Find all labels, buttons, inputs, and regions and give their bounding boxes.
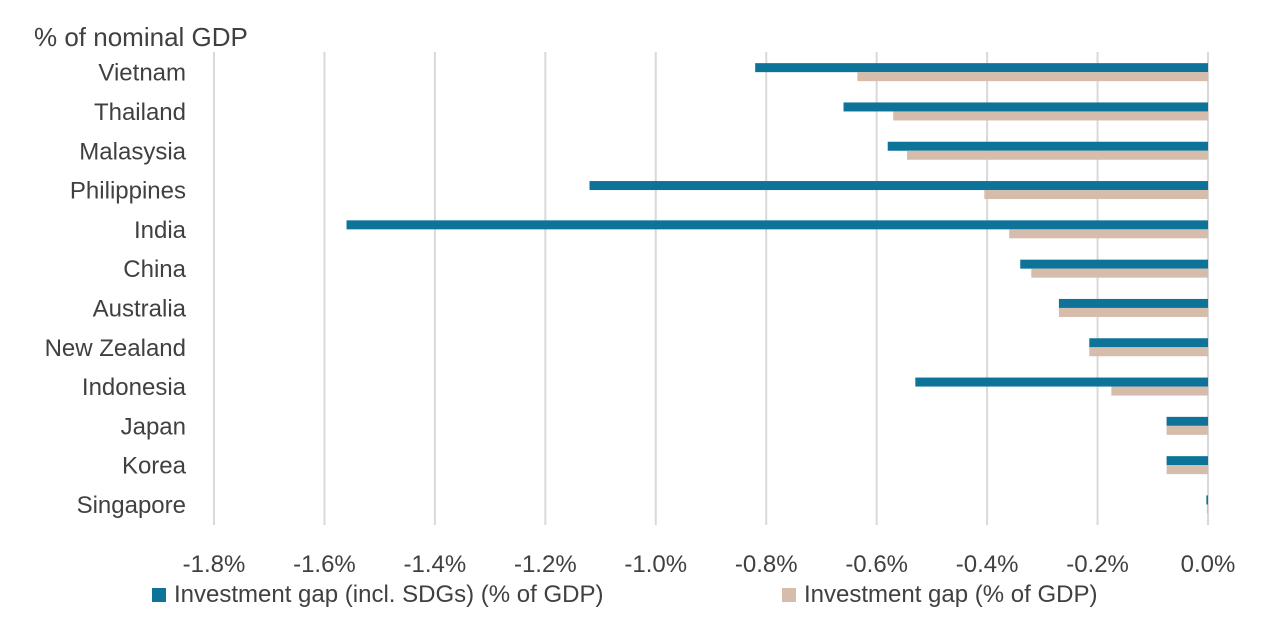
bar-series-1 xyxy=(887,141,1208,151)
bar-series-1 xyxy=(915,377,1208,387)
bar-series-2 xyxy=(1111,386,1208,396)
category-label: Thailand xyxy=(94,99,186,126)
bar-series-1 xyxy=(589,181,1208,191)
x-tick-label: -0.6% xyxy=(845,551,908,578)
bar-series-2 xyxy=(1009,229,1208,239)
bar-series-2 xyxy=(907,150,1208,160)
legend-item-series-1: Investment gap (incl. SDGs) (% of GDP) xyxy=(152,580,603,610)
category-label: Malasysia xyxy=(79,138,186,165)
x-tick-label: -1.6% xyxy=(293,551,356,578)
bar-series-1 xyxy=(843,102,1208,112)
bar-series-2 xyxy=(984,190,1208,200)
legend-label-series-1: Investment gap (incl. SDGs) (% of GDP) xyxy=(174,581,604,608)
category-label: Japan xyxy=(121,413,186,440)
unit-label: % of nominal GDP xyxy=(34,22,248,52)
bar-series-2 xyxy=(893,111,1208,121)
bar-series-2 xyxy=(1166,465,1208,475)
bar-series-1 xyxy=(1058,298,1208,308)
bar-series-2 xyxy=(1166,425,1208,435)
category-label: China xyxy=(123,256,186,283)
x-tick-label: -1.8% xyxy=(183,551,246,578)
bar-series-1 xyxy=(1166,456,1208,466)
legend-label-series-2: Investment gap (% of GDP) xyxy=(804,581,1098,608)
bar-series-1 xyxy=(1020,259,1208,269)
category-label: Korea xyxy=(122,453,187,480)
category-label: New Zealand xyxy=(45,335,186,362)
bars xyxy=(346,63,1208,514)
bar-series-2 xyxy=(1058,307,1208,317)
bar-series-2 xyxy=(1089,347,1208,357)
legend-item-series-2: Investment gap (% of GDP) xyxy=(782,580,1097,610)
bar-series-2 xyxy=(1031,268,1208,278)
category-label: Philippines xyxy=(70,178,186,205)
category-label: Indonesia xyxy=(82,374,187,401)
bar-series-1 xyxy=(1089,338,1208,348)
x-tick-label: -0.4% xyxy=(956,551,1019,578)
x-tick-label: -0.8% xyxy=(735,551,798,578)
category-label: Australia xyxy=(93,295,187,322)
bar-series-1 xyxy=(1166,416,1208,426)
x-tick-labels: -1.8% -1.6% -1.4% -1.2% -1.0% -0.8% -0.6% -0.4%… xyxy=(183,551,1236,578)
category-label: Vietnam xyxy=(98,60,186,87)
x-tick-label: -1.0% xyxy=(624,551,687,578)
legend-swatch-series-1 xyxy=(152,588,166,602)
x-tick-label: -0.2% xyxy=(1066,551,1129,578)
category-label: Singapore xyxy=(77,492,186,519)
legend-swatch-series-2 xyxy=(782,588,796,602)
x-tick-label: -1.4% xyxy=(404,551,467,578)
gridlines xyxy=(213,52,1209,525)
category-labels: Vietnam Thailand Malasysia Philippines India… xyxy=(45,60,187,519)
bar-series-1 xyxy=(755,63,1208,73)
bar-series-1 xyxy=(346,220,1208,230)
x-tick-label: -1.2% xyxy=(514,551,577,578)
x-tick-label: 0.0% xyxy=(1181,551,1236,578)
bar-series-2 xyxy=(857,72,1208,82)
category-label: India xyxy=(134,217,187,244)
bar-series-1 xyxy=(1206,495,1208,505)
bar-series-2 xyxy=(1206,504,1208,514)
